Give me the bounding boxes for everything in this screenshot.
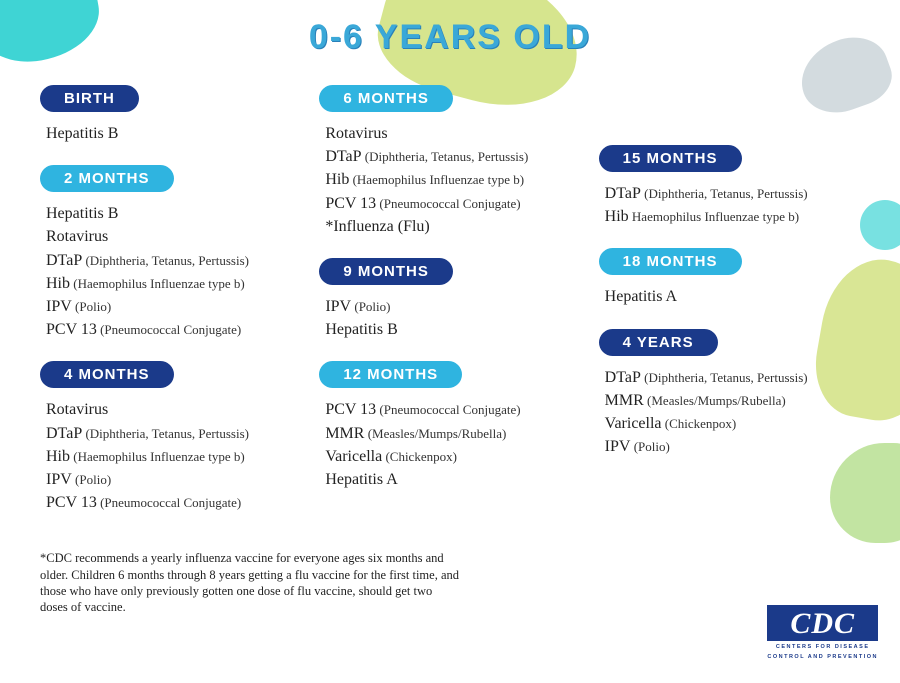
vaccine-detail: (Polio) — [351, 299, 390, 314]
vaccine-item: MMR (Measles/Mumps/Rubella) — [605, 389, 860, 412]
vaccine-detail: (Measles/Mumps/Rubella) — [364, 426, 506, 441]
vaccine-item: MMR (Measles/Mumps/Rubella) — [325, 422, 580, 445]
vaccine-item: Rotavirus — [325, 122, 580, 145]
vaccine-item: Varicella (Chickenpox) — [325, 445, 580, 468]
schedule-section: 12 MONTHS PCV 13 (Pneumococcal Conjugate)… — [319, 361, 580, 491]
vaccine-detail: (Diphtheria, Tetanus, Pertussis) — [641, 370, 808, 385]
vaccine-list: PCV 13 (Pneumococcal Conjugate)MMR (Meas… — [319, 398, 580, 491]
vaccine-list: DTaP (Diphtheria, Tetanus, Pertussis)Hib… — [599, 182, 860, 228]
age-pill: 18 MONTHS — [599, 248, 742, 275]
vaccine-item: Hepatitis A — [605, 285, 860, 308]
vaccine-item: DTaP (Diphtheria, Tetanus, Pertussis) — [325, 145, 580, 168]
vaccine-detail: (Pneumococcal Conjugate) — [376, 196, 520, 211]
vaccine-item: IPV (Polio) — [325, 295, 580, 318]
vaccine-list: RotavirusDTaP (Diphtheria, Tetanus, Pert… — [319, 122, 580, 238]
vaccine-detail: (Pneumococcal Conjugate) — [376, 402, 520, 417]
vaccine-item: IPV (Polio) — [46, 468, 301, 491]
footnote-text: *CDC recommends a yearly influenza vacci… — [40, 550, 460, 615]
vaccine-item: DTaP (Diphtheria, Tetanus, Pertussis) — [605, 366, 860, 389]
vaccine-item: IPV (Polio) — [605, 435, 860, 458]
vaccine-detail: (Diphtheria, Tetanus, Pertussis) — [82, 253, 249, 268]
vaccine-list: DTaP (Diphtheria, Tetanus, Pertussis)MMR… — [599, 366, 860, 459]
schedule-columns: BIRTHHepatitis B2 MONTHSHepatitis BRotav… — [40, 85, 860, 534]
vaccine-list: Hepatitis A — [599, 285, 860, 308]
vaccine-detail: Haemophilus Influenzae type b) — [629, 209, 799, 224]
age-pill: BIRTH — [40, 85, 139, 112]
vaccine-item: Hib (Haemophilus Influenzae type b) — [325, 168, 580, 191]
vaccine-item: Hepatitis B — [46, 202, 301, 225]
column-2: 6 MONTHS RotavirusDTaP (Diphtheria, Tetan… — [319, 85, 580, 534]
age-pill: 2 MONTHS — [40, 165, 174, 192]
age-pill: 6 MONTHS — [319, 85, 453, 112]
vaccine-item: Rotavirus — [46, 398, 301, 421]
vaccine-detail: (Haemophilus Influenzae type b) — [70, 276, 245, 291]
vaccine-detail: (Chickenpox) — [382, 449, 457, 464]
age-pill: 4 YEARS — [599, 329, 718, 356]
cdc-logo: CDC CENTERS FOR DISEASE CONTROL AND PREV… — [767, 605, 878, 661]
schedule-section: 4 MONTHS RotavirusDTaP (Diphtheria, Tetan… — [40, 361, 301, 514]
cdc-logo-sub2: CONTROL AND PREVENTION — [767, 654, 878, 661]
vaccine-item: Hepatitis A — [325, 468, 580, 491]
vaccine-detail: (Chickenpox) — [662, 416, 737, 431]
vaccine-detail: (Haemophilus Influenzae type b) — [349, 172, 524, 187]
vaccine-detail: (Diphtheria, Tetanus, Pertussis) — [362, 149, 529, 164]
vaccine-list: Hepatitis BRotavirusDTaP (Diphtheria, Te… — [40, 202, 301, 341]
vaccine-detail: (Diphtheria, Tetanus, Pertussis) — [641, 186, 808, 201]
vaccine-item: DTaP (Diphtheria, Tetanus, Pertussis) — [46, 249, 301, 272]
schedule-section: 18 MONTHS Hepatitis A — [599, 248, 860, 308]
page-title: 0-6 YEARS OLD — [40, 18, 860, 57]
vaccine-list: IPV (Polio)Hepatitis B — [319, 295, 580, 341]
vaccine-detail: (Diphtheria, Tetanus, Pertussis) — [82, 426, 249, 441]
vaccine-item: *Influenza (Flu) — [325, 215, 580, 238]
vaccine-list: RotavirusDTaP (Diphtheria, Tetanus, Pert… — [40, 398, 301, 514]
cdc-logo-sub1: CENTERS FOR DISEASE — [767, 644, 878, 651]
vaccine-list: Hepatitis B — [40, 122, 301, 145]
vaccine-item: PCV 13 (Pneumococcal Conjugate) — [325, 398, 580, 421]
column-1: BIRTHHepatitis B2 MONTHSHepatitis BRotav… — [40, 85, 301, 534]
schedule-section: 9 MONTHS IPV (Polio)Hepatitis B — [319, 258, 580, 341]
vaccine-item: PCV 13 (Pneumococcal Conjugate) — [46, 491, 301, 514]
vaccine-detail: (Polio) — [630, 439, 669, 454]
schedule-section: 15 MONTHS DTaP (Diphtheria, Tetanus, Pert… — [599, 145, 860, 228]
vaccine-detail: (Pneumococcal Conjugate) — [97, 495, 241, 510]
vaccine-detail: (Pneumococcal Conjugate) — [97, 322, 241, 337]
vaccine-item: Hepatitis B — [325, 318, 580, 341]
vaccine-item: Hib (Haemophilus Influenzae type b) — [46, 445, 301, 468]
age-pill: 4 MONTHS — [40, 361, 174, 388]
schedule-section: 2 MONTHS Hepatitis BRotavirusDTaP (Diphth… — [40, 165, 301, 341]
vaccine-item: DTaP (Diphtheria, Tetanus, Pertussis) — [605, 182, 860, 205]
schedule-section: BIRTH Hepatitis B — [40, 85, 301, 145]
vaccine-detail: (Polio) — [72, 299, 111, 314]
vaccine-detail: (Haemophilus Influenzae type b) — [70, 449, 245, 464]
vaccine-item: PCV 13 (Pneumococcal Conjugate) — [46, 318, 301, 341]
schedule-section: 4 YEARS DTaP (Diphtheria, Tetanus, Pertus… — [599, 329, 860, 459]
vaccine-item: Hepatitis B — [46, 122, 301, 145]
age-pill: 15 MONTHS — [599, 145, 742, 172]
vaccine-item: DTaP (Diphtheria, Tetanus, Pertussis) — [46, 422, 301, 445]
column-3: 15 MONTHS DTaP (Diphtheria, Tetanus, Pert… — [599, 85, 860, 534]
vaccine-item: Hib (Haemophilus Influenzae type b) — [46, 272, 301, 295]
cdc-logo-text: CDC — [767, 605, 878, 641]
vaccine-item: PCV 13 (Pneumococcal Conjugate) — [325, 192, 580, 215]
vaccine-item: Rotavirus — [46, 225, 301, 248]
age-pill: 12 MONTHS — [319, 361, 462, 388]
vaccine-item: Varicella (Chickenpox) — [605, 412, 860, 435]
vaccine-item: IPV (Polio) — [46, 295, 301, 318]
vaccine-detail: (Polio) — [72, 472, 111, 487]
schedule-section: 6 MONTHS RotavirusDTaP (Diphtheria, Tetan… — [319, 85, 580, 238]
age-pill: 9 MONTHS — [319, 258, 453, 285]
vaccine-detail: (Measles/Mumps/Rubella) — [644, 393, 786, 408]
vaccine-item: Hib Haemophilus Influenzae type b) — [605, 205, 860, 228]
